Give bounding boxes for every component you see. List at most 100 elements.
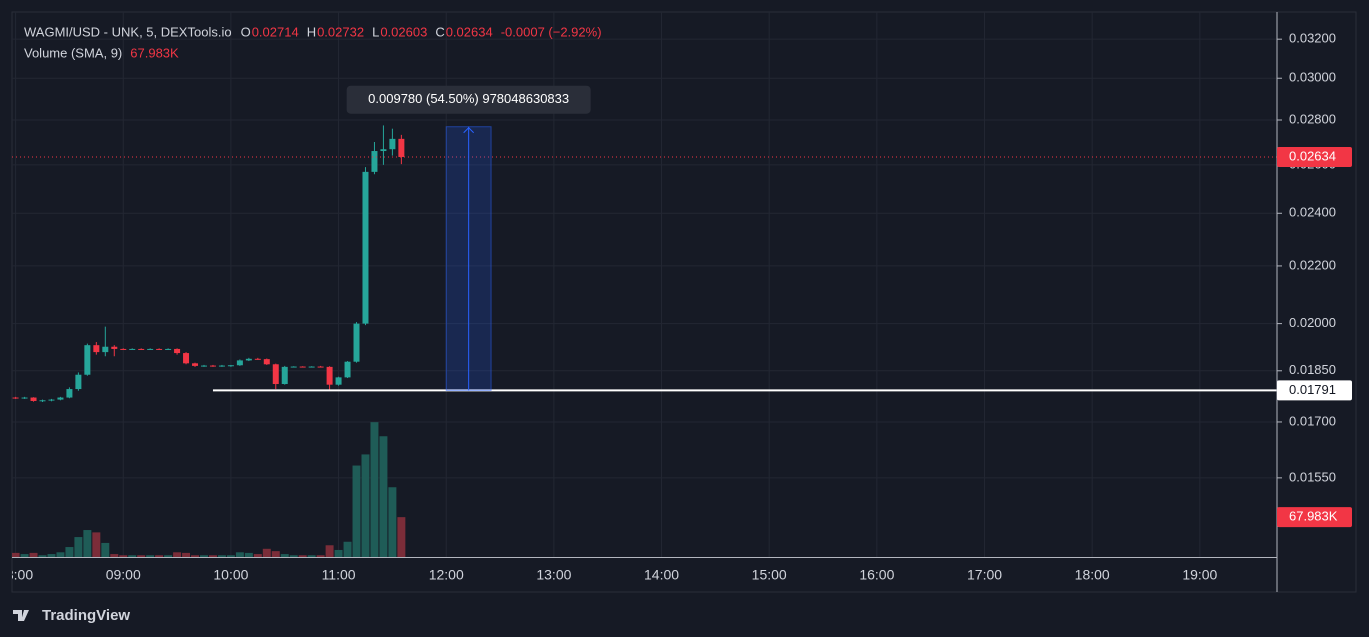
volume-name: Volume (SMA, 9) — [24, 45, 122, 60]
y-tick-label: 0.02200 — [1289, 257, 1336, 272]
volume-bar — [137, 555, 146, 557]
chart-title: WAGMI/USD - UNK, 5, DEXTools.io — [24, 24, 232, 39]
y-tick-label: 0.02000 — [1289, 315, 1336, 330]
volume-bar — [200, 555, 208, 557]
candle-body — [236, 360, 243, 366]
candle-body — [120, 348, 127, 350]
candle-body — [281, 366, 288, 385]
volume-bar — [244, 552, 253, 557]
volume-bar — [173, 552, 182, 557]
x-tick-label: 09:00 — [106, 567, 141, 583]
last-price-label: 0.02634 — [1289, 148, 1336, 163]
plot: 08:00 09:00 10:00 11:00 12:00 13:00 14:00 15:00… — [0, 85, 1277, 583]
legend-value: 0.02732 — [317, 24, 364, 39]
candle-body — [326, 366, 333, 385]
volume-bar — [92, 532, 101, 557]
legend-key: L — [372, 24, 379, 39]
volume-bar — [47, 554, 56, 557]
volume-bar — [262, 548, 271, 557]
x-tick-label: 17:00 — [967, 567, 1002, 583]
candle-body — [317, 366, 324, 368]
candle-body — [218, 365, 225, 367]
last-price-badge — [1277, 146, 1352, 167]
volume-value: 67.983K — [130, 45, 179, 60]
candle-body — [362, 171, 369, 324]
volume-bar — [370, 422, 379, 557]
chart-frame — [11, 11, 1357, 593]
volume-bar — [226, 555, 235, 557]
volume-bar — [74, 537, 83, 557]
candle-body — [66, 389, 73, 398]
y-tick-label: 0.02400 — [1289, 205, 1336, 220]
volume-bar — [289, 555, 298, 557]
volume-bar — [83, 530, 92, 557]
candle-body — [12, 397, 19, 399]
x-tick-label: 19:00 — [1182, 567, 1217, 583]
candle-body — [209, 365, 216, 367]
legend-key: H — [307, 24, 316, 39]
candle-body — [165, 348, 172, 350]
y-tick-label: 0.01700 — [1289, 413, 1336, 428]
candle-body — [272, 364, 279, 385]
volume-bar — [307, 555, 316, 557]
y-tick-label: 0.01850 — [1289, 362, 1336, 377]
volume-bar — [119, 555, 128, 557]
candle-body — [344, 361, 351, 378]
price-change: -0.0007 (−2.92%) — [501, 24, 602, 39]
volume-bar — [397, 517, 406, 557]
x-tick-label: 08:00 — [0, 567, 33, 583]
measure-label: 0.009780 (54.50%) 978048630833 — [368, 91, 569, 106]
candle-body — [398, 138, 405, 157]
volume-bar — [155, 555, 164, 557]
hline-label: 0.01791 — [1289, 382, 1336, 397]
candle-body — [147, 348, 154, 350]
x-tick-label: 10:00 — [213, 567, 248, 583]
legend-key: C — [435, 24, 444, 39]
volume-bar — [271, 551, 280, 557]
volume-bar — [217, 555, 226, 557]
x-tick-label: 12:00 — [429, 567, 464, 583]
candle-body — [183, 353, 190, 364]
candle-body — [389, 138, 396, 150]
candle-body — [245, 358, 252, 361]
hline-badge — [1277, 380, 1352, 401]
candle-body — [156, 348, 163, 350]
volume-bar — [56, 552, 65, 557]
candle-body — [30, 397, 37, 401]
y-tick-label: 0.03200 — [1289, 31, 1336, 46]
axes: 0.032000.030000.028000.026000.024000.022… — [1277, 31, 1352, 528]
legend-value: 0.02634 — [446, 24, 493, 39]
y-tick-label: 0.01550 — [1289, 469, 1336, 484]
volume-bar — [388, 487, 397, 557]
candle-body — [380, 149, 387, 152]
y-tick-label: 0.02800 — [1289, 111, 1336, 126]
volume-bar — [361, 454, 370, 557]
brand: TradingView — [42, 607, 130, 624]
x-tick-label: 13:00 — [536, 567, 571, 583]
candle-body — [39, 400, 46, 402]
volume-bar — [379, 436, 388, 557]
x-tick-label: 18:00 — [1075, 567, 1110, 583]
volume-bar — [253, 554, 262, 557]
candle-body — [129, 348, 136, 350]
volume-bar — [191, 555, 200, 557]
candle-body — [227, 365, 234, 367]
candle-body — [308, 366, 315, 368]
candle-body — [290, 366, 297, 368]
candle-body — [111, 346, 118, 349]
volume-bar — [65, 547, 74, 557]
volume-last-label: 67.983K — [1289, 509, 1338, 524]
candle-body — [299, 366, 306, 368]
candle-body — [138, 348, 145, 350]
grid — [12, 12, 1277, 557]
candle-body — [254, 358, 261, 360]
y-tick-label: 0.03000 — [1289, 70, 1336, 85]
candle-body — [263, 359, 270, 365]
candle-body — [174, 348, 181, 354]
volume-bar — [38, 555, 47, 557]
volume-bar — [235, 552, 244, 557]
volume-bar — [128, 555, 137, 557]
x-tick-label: 15:00 — [752, 567, 787, 583]
candle-body — [57, 397, 64, 400]
